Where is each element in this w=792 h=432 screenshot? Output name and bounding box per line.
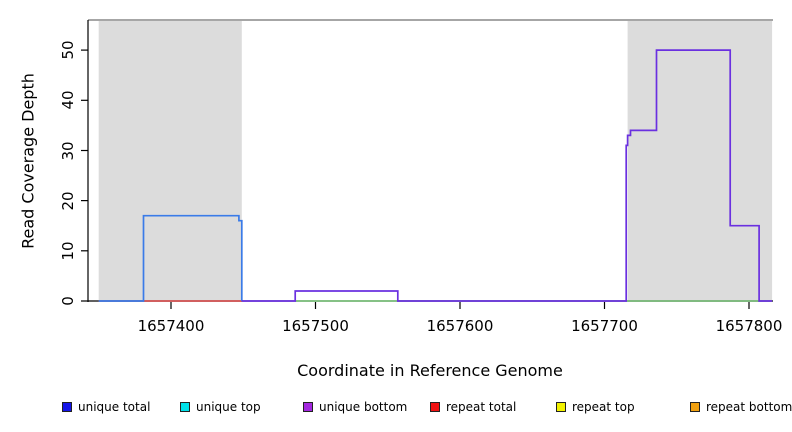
x-tick-label: 1657500 — [282, 317, 349, 335]
legend: unique total unique top unique bottom repea… — [0, 400, 792, 420]
y-tick-label: 20 — [59, 191, 77, 211]
y-tick-label: 0 — [59, 296, 77, 306]
legend-swatch-icon — [690, 402, 700, 412]
x-tick-label: 1657400 — [137, 317, 205, 335]
y-tick-label: 50 — [59, 40, 77, 60]
x-tick-label: 1657800 — [715, 317, 783, 335]
series-unique-bottom — [241, 49, 773, 302]
y-tick-label: 30 — [59, 140, 77, 161]
legend-swatch-icon — [62, 402, 72, 412]
repeat-region-left — [98, 21, 242, 302]
legend-swatch-icon — [430, 402, 440, 412]
legend-swatch-icon — [556, 402, 566, 412]
legend-label: unique bottom — [319, 400, 408, 414]
legend-swatch-icon — [303, 402, 313, 412]
legend-label: repeat top — [572, 400, 635, 414]
legend-label: unique top — [196, 400, 261, 414]
y-tick-label: 40 — [59, 90, 77, 110]
x-tick-label: 1657700 — [571, 317, 638, 335]
legend-label: repeat total — [446, 400, 517, 414]
x-tick-label: 1657600 — [426, 317, 494, 335]
x-axis-title: Coordinate in Reference Genome — [297, 361, 563, 380]
legend-label: unique total — [78, 400, 151, 414]
series-unique-total — [98, 214, 243, 302]
legend-swatch-icon — [180, 402, 190, 412]
legend-label: repeat bottom — [706, 400, 792, 414]
y-tick-label: 10 — [59, 241, 77, 261]
repeat-region-right — [627, 21, 773, 302]
y-axis-title: Read Coverage Depth — [18, 73, 38, 249]
